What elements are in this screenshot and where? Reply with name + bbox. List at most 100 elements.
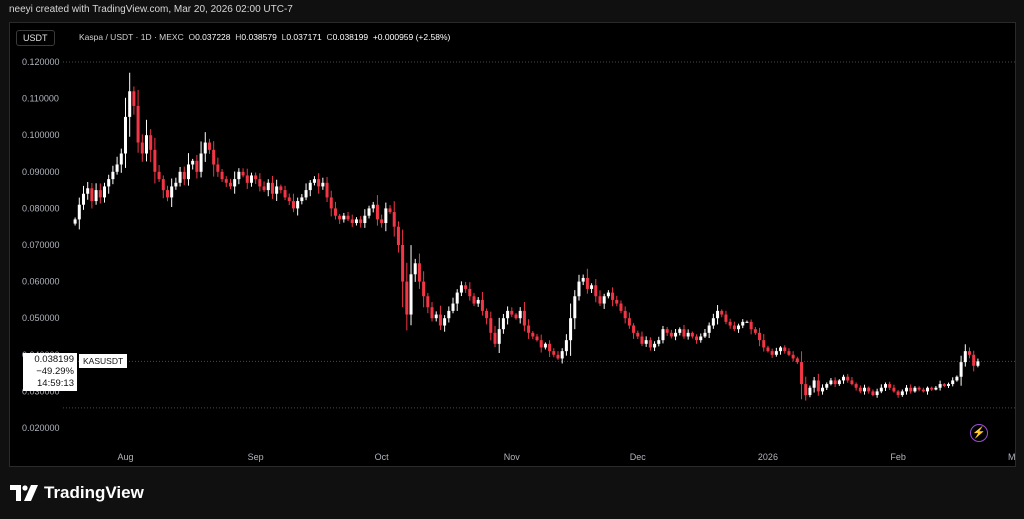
candle-body — [191, 160, 195, 165]
candle-body — [648, 340, 652, 348]
candle-body — [632, 325, 636, 333]
candle-body — [644, 340, 648, 344]
candle-body — [548, 343, 552, 352]
candle-body — [762, 340, 766, 348]
candle-body — [245, 175, 249, 183]
candle-body — [300, 197, 304, 202]
candle-body — [535, 336, 539, 341]
candle-body — [749, 321, 753, 330]
x-tick-label: Nov — [504, 452, 521, 462]
candle-body — [925, 387, 930, 392]
candle-body — [237, 171, 241, 180]
candle-body — [812, 380, 816, 388]
candle-body — [111, 171, 115, 180]
candle-body — [90, 188, 94, 202]
candle-body — [804, 384, 808, 396]
candle-body — [585, 277, 589, 289]
candle-body — [388, 208, 392, 213]
candle-body — [946, 384, 951, 386]
candle-body — [430, 307, 434, 319]
candle-body — [102, 186, 107, 198]
candle-body — [447, 310, 451, 319]
y-tick-label: 0.070000 — [22, 240, 60, 250]
candle-body — [770, 351, 774, 355]
candle-body — [216, 164, 220, 172]
candle-body — [86, 188, 90, 194]
candle-body — [270, 182, 274, 194]
candle-body — [317, 179, 321, 187]
candle-body — [522, 310, 526, 326]
candle-body — [846, 376, 850, 381]
candle-body — [476, 299, 480, 304]
candle-body — [959, 362, 963, 377]
chart-pane[interactable]: 0.120000 0.110000 0.100000 0.090000 0.080000… — [9, 22, 1016, 467]
candle-body — [199, 153, 203, 172]
candle-body — [409, 274, 413, 315]
candle-body — [417, 263, 421, 282]
candle-body — [972, 354, 976, 366]
candle-body — [153, 149, 157, 172]
candle-body — [934, 387, 938, 390]
legend-symbol: Kaspa / USDT · 1D · MEXC — [79, 32, 184, 42]
x-tick-label: Aug — [117, 452, 133, 462]
candle-body — [396, 226, 400, 245]
candle-body — [636, 332, 640, 337]
candle-body — [682, 329, 686, 337]
candle-body — [438, 314, 442, 326]
candle-body — [161, 179, 165, 191]
candle-body — [758, 332, 762, 341]
candle-body — [816, 380, 820, 392]
candle-body — [329, 197, 333, 209]
candle-body — [107, 179, 111, 187]
candle-body — [854, 384, 858, 388]
candle-body — [875, 391, 879, 396]
candle-body — [123, 116, 128, 154]
candle-body — [825, 384, 829, 388]
candle-body — [451, 303, 455, 311]
candle-body — [921, 389, 925, 392]
candle-body — [212, 149, 216, 165]
currency-badge[interactable]: USDT — [16, 30, 55, 46]
candle-body — [938, 384, 942, 388]
candle-body — [543, 343, 547, 348]
x-tick-label: Dec — [630, 452, 647, 462]
candle-body — [363, 215, 367, 224]
candle-body — [384, 208, 388, 224]
candle-body — [716, 310, 720, 319]
candle-body — [459, 285, 463, 293]
candle-body — [279, 186, 283, 191]
candle-body — [930, 387, 934, 390]
chart-attribution: neeyi created with TradingView.com, Mar … — [9, 4, 293, 15]
candle-body — [136, 105, 140, 143]
tradingview-logo: TradingView — [10, 482, 144, 504]
candle-body — [884, 384, 888, 388]
candle-body — [787, 351, 791, 355]
candle-body — [170, 186, 174, 198]
y-tick-label: 0.100000 — [22, 130, 60, 140]
y-tick-label: 0.110000 — [22, 94, 59, 104]
x-tick-label: 2026 — [758, 452, 778, 462]
x-tick-label: Sep — [248, 452, 264, 462]
candle-body — [942, 384, 946, 386]
candle-body — [510, 310, 514, 315]
lightning-icon[interactable]: ⚡ — [970, 424, 988, 442]
candle-body — [564, 340, 568, 352]
candle-body — [569, 318, 573, 341]
candle-body — [674, 332, 678, 337]
candle-body — [275, 186, 279, 194]
candle-body — [258, 179, 262, 187]
candle-body — [241, 171, 245, 176]
candle-body — [186, 164, 190, 180]
candle-body — [598, 296, 602, 304]
candle-body — [699, 336, 703, 341]
candle-body — [312, 179, 316, 183]
candle-body — [140, 142, 144, 154]
candle-body — [464, 285, 468, 289]
candle-body — [737, 325, 741, 330]
candle-body — [405, 281, 409, 315]
y-tick-label: 0.030000 — [22, 386, 60, 396]
current-price-label: 0.038199 −49.29% 14:59:13 — [23, 353, 77, 391]
candle-body — [493, 332, 497, 344]
candle-body — [808, 387, 812, 396]
candle-body — [665, 329, 669, 333]
